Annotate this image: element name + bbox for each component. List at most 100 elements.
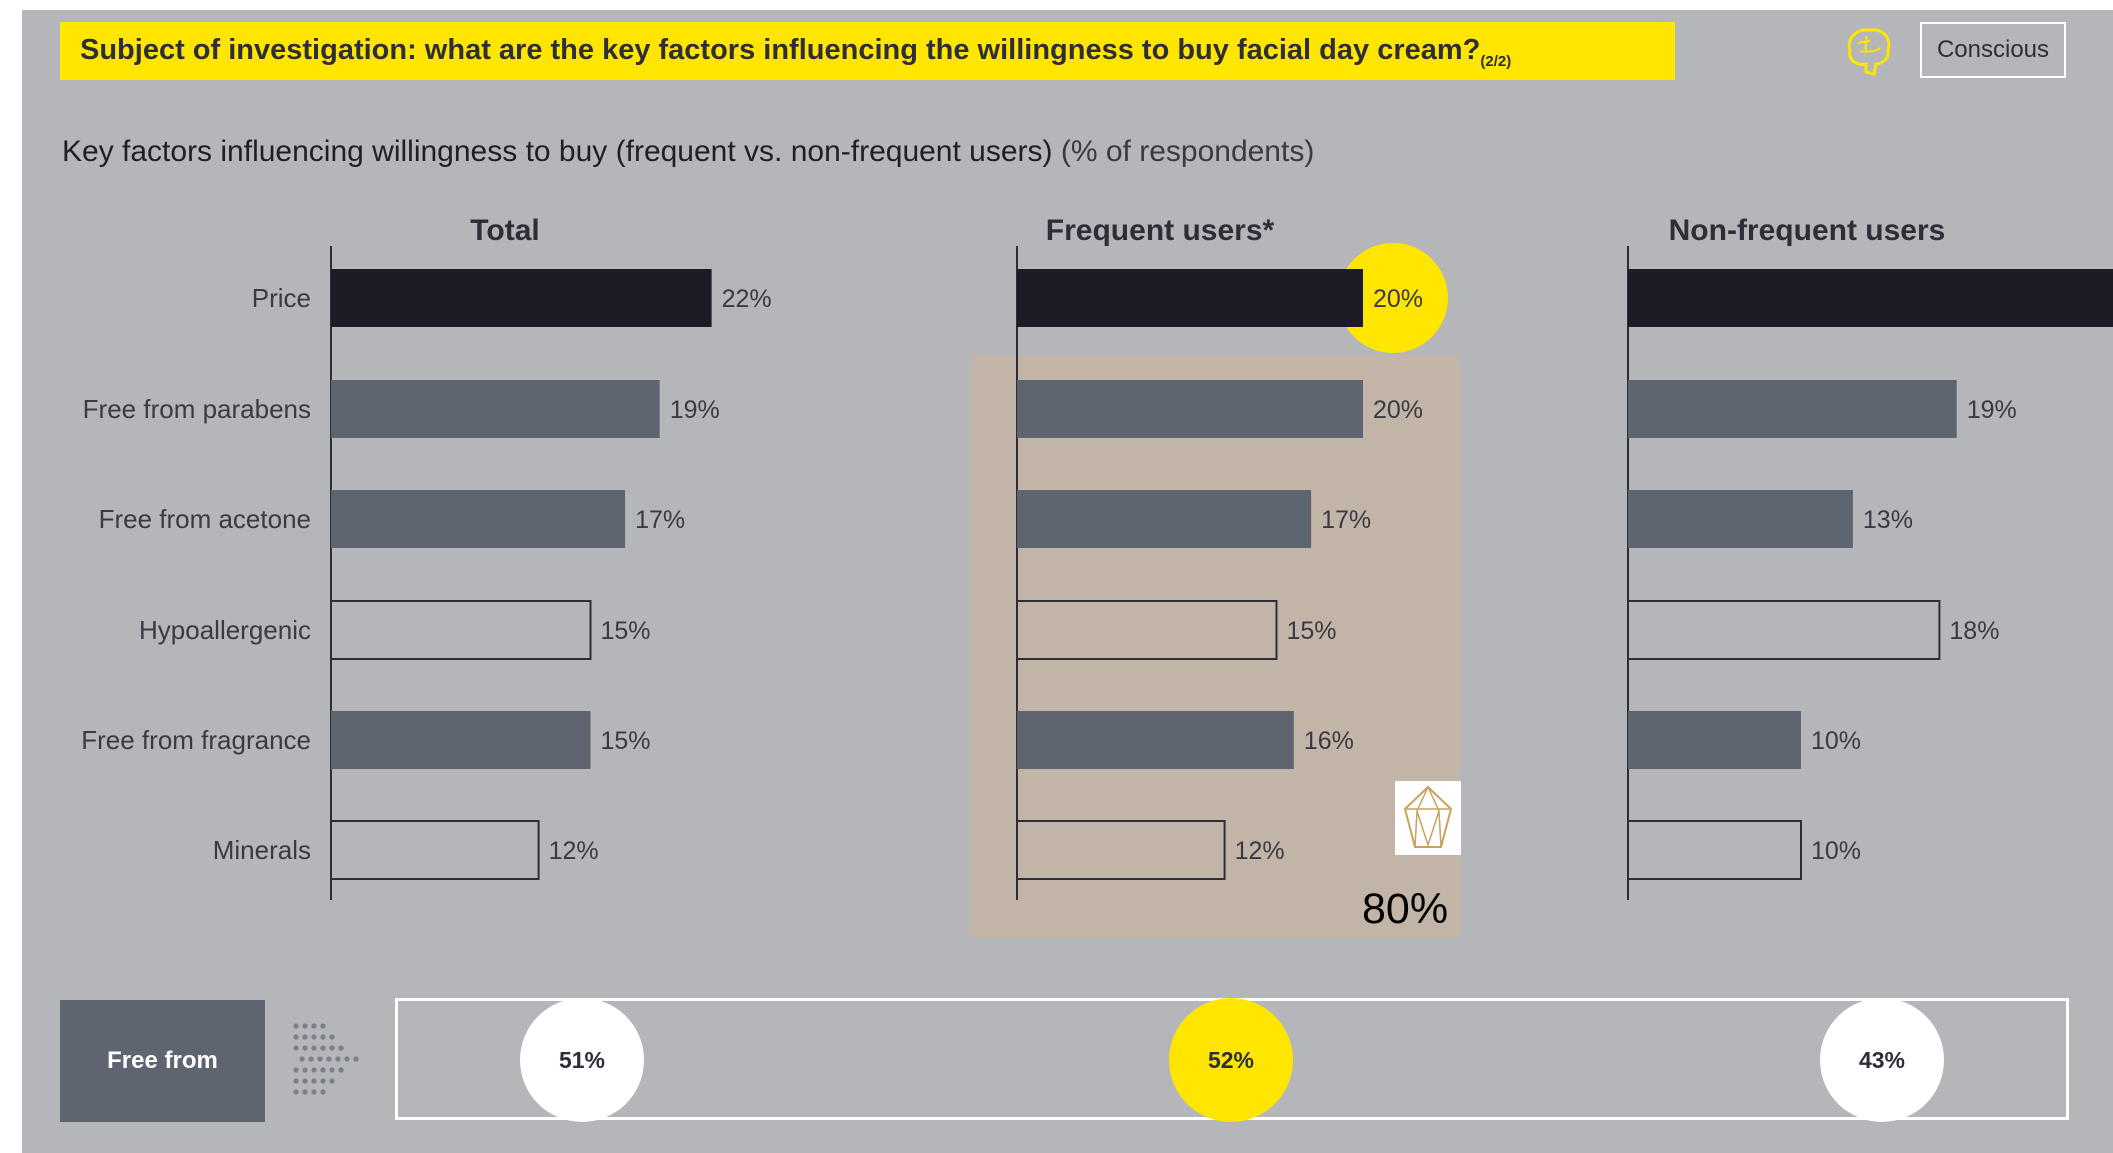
category-label: Free from fragrance xyxy=(81,725,311,755)
bar-value-label: 16% xyxy=(1304,727,1354,755)
arrow-dot xyxy=(320,1034,326,1040)
free-from-label: Free from xyxy=(60,1000,265,1122)
bar xyxy=(1016,820,1226,880)
arrow-dot xyxy=(335,1056,341,1062)
bar xyxy=(1627,600,1941,660)
overlay-percent: 80% xyxy=(1362,885,1449,933)
bar xyxy=(1627,820,1802,880)
bar-value-label: 22% xyxy=(722,285,772,313)
bar xyxy=(331,380,660,438)
arrow-dot xyxy=(302,1045,308,1051)
bar-value-label: 17% xyxy=(1321,506,1371,534)
bar-value-label: 15% xyxy=(601,727,651,755)
arrow-dot xyxy=(302,1089,308,1095)
chart-subtitle-unit: (% of respondents) xyxy=(1060,135,1315,168)
bar-value-label: 13% xyxy=(1863,506,1913,534)
bar xyxy=(330,600,592,660)
panel-title: Non-frequent users xyxy=(1669,214,1946,247)
arrow-dot xyxy=(320,1067,326,1073)
arrow-dot xyxy=(302,1034,308,1040)
bar xyxy=(1017,269,1363,327)
arrow-dot xyxy=(311,1023,317,1029)
arrow-dot xyxy=(353,1056,359,1062)
arrow-dot xyxy=(311,1067,317,1073)
gem-icon xyxy=(1395,781,1461,855)
bar xyxy=(1017,490,1312,548)
summary-circle-frequent: 52% xyxy=(1169,998,1293,1122)
bar-value-label: 20% xyxy=(1373,285,1423,313)
conscious-tag: Conscious xyxy=(1920,22,2066,78)
arrow-dot xyxy=(293,1078,299,1084)
title-banner xyxy=(60,22,1675,80)
bar-value-label: 15% xyxy=(1287,617,1337,645)
arrow-dot xyxy=(293,1067,299,1073)
arrow-dot xyxy=(320,1089,326,1095)
arrow-dot xyxy=(320,1023,326,1029)
arrow-dot xyxy=(326,1056,332,1062)
chart-subtitle: Key factors influencing willingness to b… xyxy=(62,135,1314,169)
arrow-dot xyxy=(302,1078,308,1084)
bar xyxy=(1017,711,1294,769)
arrow-dot xyxy=(308,1056,314,1062)
slide-title: Subject of investigation: what are the k… xyxy=(80,34,1511,70)
bar xyxy=(330,820,540,880)
bar xyxy=(1628,269,2113,327)
arrow-dot xyxy=(311,1045,317,1051)
arrow-dot xyxy=(329,1034,335,1040)
panel-title: Total xyxy=(470,214,539,247)
category-label: Price xyxy=(252,283,311,313)
frequent-users-highlight xyxy=(970,355,1460,938)
summary-circle-non-frequent: 43% xyxy=(1820,998,1944,1122)
highlight-circle xyxy=(1338,243,1448,353)
arrow-dot xyxy=(293,1045,299,1051)
category-label: Free from parabens xyxy=(83,394,311,424)
arrow-dot xyxy=(329,1067,335,1073)
bar xyxy=(1628,380,1957,438)
arrow-dot xyxy=(338,1067,344,1073)
category-label: Free from acetone xyxy=(99,504,311,534)
arrow-dot xyxy=(293,1023,299,1029)
bar-value-label: 19% xyxy=(1967,396,2017,424)
arrow-dot xyxy=(317,1056,323,1062)
bar xyxy=(331,490,626,548)
arrow-dot xyxy=(338,1045,344,1051)
bar-value-label: 18% xyxy=(1949,617,1999,645)
arrow-dot xyxy=(299,1056,305,1062)
bar xyxy=(1017,380,1363,438)
arrow-dot xyxy=(302,1023,308,1029)
arrow-dot xyxy=(329,1078,335,1084)
arrow-dot xyxy=(344,1056,350,1062)
dotted-arrow-icon xyxy=(293,1023,359,1095)
category-label: Hypoallergenic xyxy=(139,615,311,645)
bar-value-label: 12% xyxy=(549,837,599,865)
bar xyxy=(1016,600,1278,660)
bar-value-label: 10% xyxy=(1811,727,1861,755)
bar xyxy=(1628,490,1853,548)
bar-value-label: 19% xyxy=(670,396,720,424)
arrow-dot xyxy=(311,1089,317,1095)
chart-subtitle-main: Key factors influencing willingness to b… xyxy=(62,135,1053,168)
brain-icon xyxy=(1847,28,1891,76)
bar-value-label: 10% xyxy=(1811,837,1861,865)
arrow-dot xyxy=(293,1089,299,1095)
bar xyxy=(331,269,712,327)
bar-value-label: 15% xyxy=(601,617,651,645)
bar xyxy=(331,711,591,769)
panel-title: Frequent users* xyxy=(1046,214,1275,247)
arrow-dot xyxy=(320,1045,326,1051)
slide-title-text: Subject of investigation: what are the k… xyxy=(80,34,1481,66)
bar-value-label: 12% xyxy=(1235,837,1285,865)
arrow-dot xyxy=(311,1034,317,1040)
arrow-dot xyxy=(320,1078,326,1084)
arrow-dot xyxy=(311,1078,317,1084)
category-label: Minerals xyxy=(213,835,311,865)
bar xyxy=(1628,711,1801,769)
bar-value-label: 20% xyxy=(1373,396,1423,424)
arrow-dot xyxy=(302,1067,308,1073)
bar-value-label: 17% xyxy=(635,506,685,534)
arrow-dot xyxy=(293,1034,299,1040)
slide-title-suffix: (2/2) xyxy=(1480,53,1512,70)
arrow-dot xyxy=(329,1045,335,1051)
